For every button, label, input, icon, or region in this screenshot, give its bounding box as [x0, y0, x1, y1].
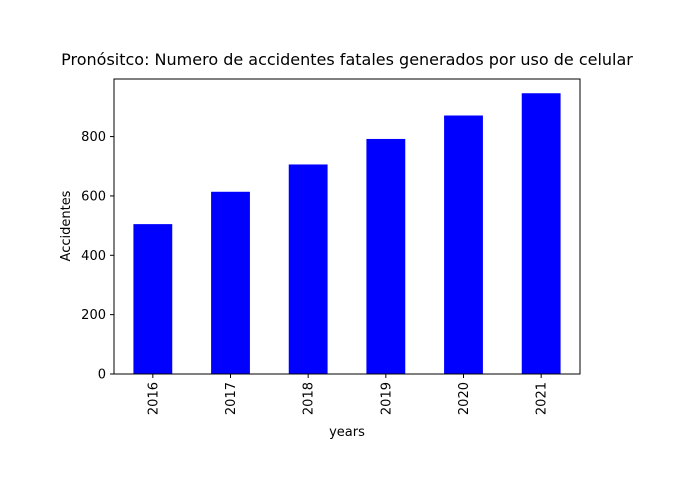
x-axis: 2016 2017 2018 2019 2020 2021 [146, 374, 550, 415]
y-tick-label: 800 [81, 130, 106, 145]
chart-title: Pronósitco: Numero de accidentes fatales… [61, 50, 633, 69]
bar-2017 [211, 191, 250, 374]
bar-2021 [521, 93, 561, 374]
bars-layer [133, 93, 561, 374]
y-tick-label: 200 [81, 308, 106, 323]
bar-2019 [366, 138, 406, 374]
y-axis-label: Accidentes [59, 190, 74, 261]
x-tick-label: 2021 [535, 382, 550, 415]
bar-2020 [444, 115, 483, 374]
bar-2016 [133, 224, 173, 374]
y-tick-label: 0 [98, 368, 106, 383]
bar-2018 [288, 164, 328, 374]
plot-frame [113, 78, 581, 375]
y-axis: 0 200 400 600 800 [81, 130, 114, 383]
x-tick-label: 2020 [457, 382, 472, 415]
x-tick-label: 2016 [146, 382, 161, 415]
x-axis-label: years [329, 425, 365, 440]
x-tick-label: 2017 [224, 382, 239, 415]
x-tick-label: 2018 [302, 382, 317, 415]
y-tick-label: 400 [81, 249, 106, 264]
y-tick-label: 600 [81, 189, 106, 204]
x-tick-label: 2019 [379, 382, 394, 415]
